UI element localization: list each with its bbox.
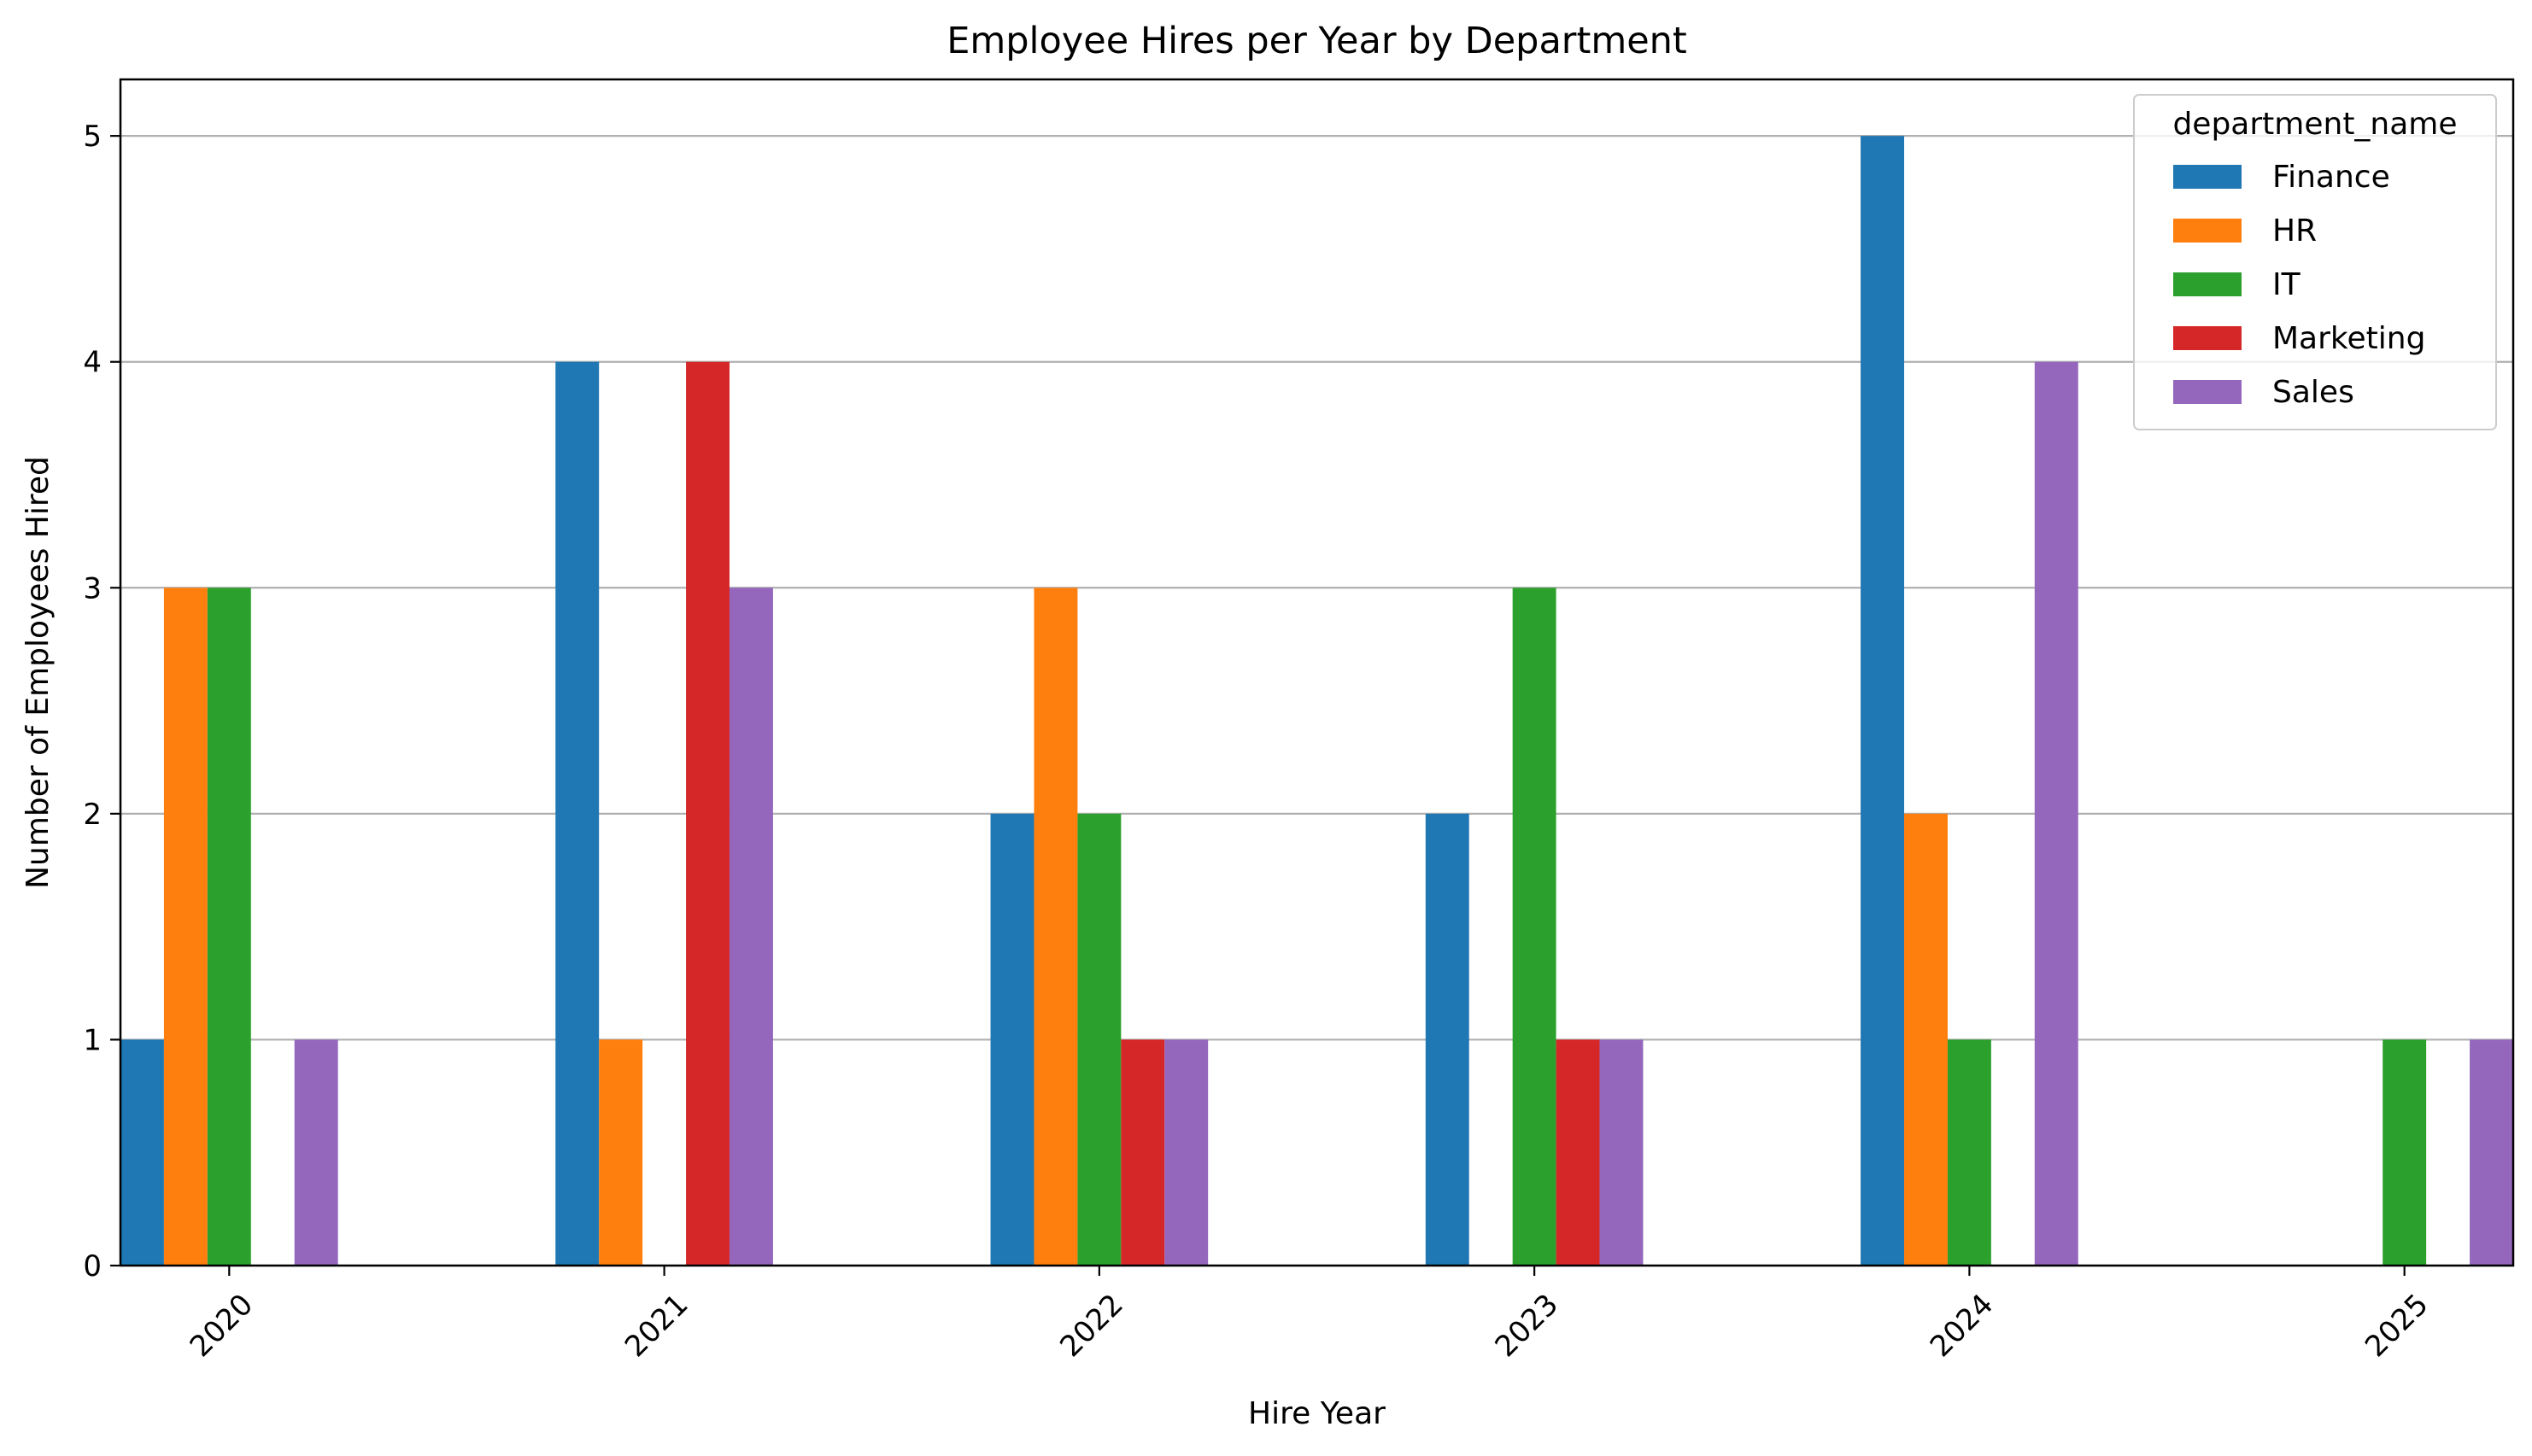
bar-finance-2024 [1861, 136, 1905, 1266]
bar-finance-2022 [990, 813, 1034, 1266]
bar-marketing-2023 [1556, 1039, 1600, 1266]
bar-hr-2022 [1034, 588, 1078, 1266]
y-tick-label: 2 [83, 798, 102, 832]
x-axis-label: Hire Year [1248, 1396, 1386, 1431]
bar-hr-2021 [599, 1039, 643, 1266]
y-tick-label: 3 [83, 571, 102, 605]
legend-swatch-finance [2173, 165, 2242, 189]
bars [120, 136, 2513, 1266]
legend-swatch-marketing [2173, 326, 2242, 350]
legend-title: department_name [2172, 107, 2457, 142]
legend-label-it: IT [2272, 267, 2301, 302]
bar-hr-2024 [1904, 813, 1948, 1266]
bar-it-2025 [2383, 1039, 2427, 1266]
bar-sales-2021 [729, 588, 773, 1266]
y-axis-label: Number of Employees Hired [21, 456, 56, 889]
bar-sales-2024 [2034, 361, 2078, 1266]
legend-entries: Finance HR IT Marketing Sales [2173, 160, 2425, 410]
legend-swatch-it [2173, 272, 2242, 296]
legend-label-hr: HR [2272, 213, 2317, 249]
bar-sales-2025 [2470, 1039, 2513, 1266]
legend-label-sales: Sales [2272, 375, 2354, 410]
bar-finance-2021 [555, 361, 600, 1266]
y-tick-label: 0 [83, 1249, 102, 1284]
legend: department_name Finance HR IT Marketing Sale… [2133, 94, 2497, 430]
bar-finance-2023 [1425, 813, 1469, 1266]
y-axis-ticks: 0 1 2 3 4 5 [83, 120, 120, 1284]
legend-swatch-sales [2173, 380, 2242, 404]
chart-title: Employee Hires per Year by Department [947, 20, 1687, 62]
bar-sales-2020 [294, 1039, 338, 1266]
legend-swatch-hr [2173, 219, 2242, 243]
bar-sales-2023 [1599, 1039, 1644, 1266]
y-tick-label: 4 [83, 346, 102, 380]
bar-finance-2020 [120, 1039, 164, 1266]
plot-frame [119, 78, 2515, 1267]
bar-it-2020 [207, 588, 251, 1266]
bar-it-2022 [1077, 813, 1122, 1266]
legend-label-finance: Finance [2272, 160, 2390, 195]
y-tick-label: 5 [83, 120, 102, 154]
bar-it-2023 [1512, 588, 1556, 1266]
bar-hr-2020 [163, 588, 208, 1266]
legend-label-marketing: Marketing [2272, 321, 2425, 356]
bar-marketing-2022 [1121, 1039, 1165, 1266]
bar-marketing-2021 [686, 361, 730, 1266]
bar-it-2024 [1947, 1039, 1991, 1266]
bar-sales-2022 [1164, 1039, 1209, 1266]
y-tick-label: 1 [83, 1023, 102, 1057]
